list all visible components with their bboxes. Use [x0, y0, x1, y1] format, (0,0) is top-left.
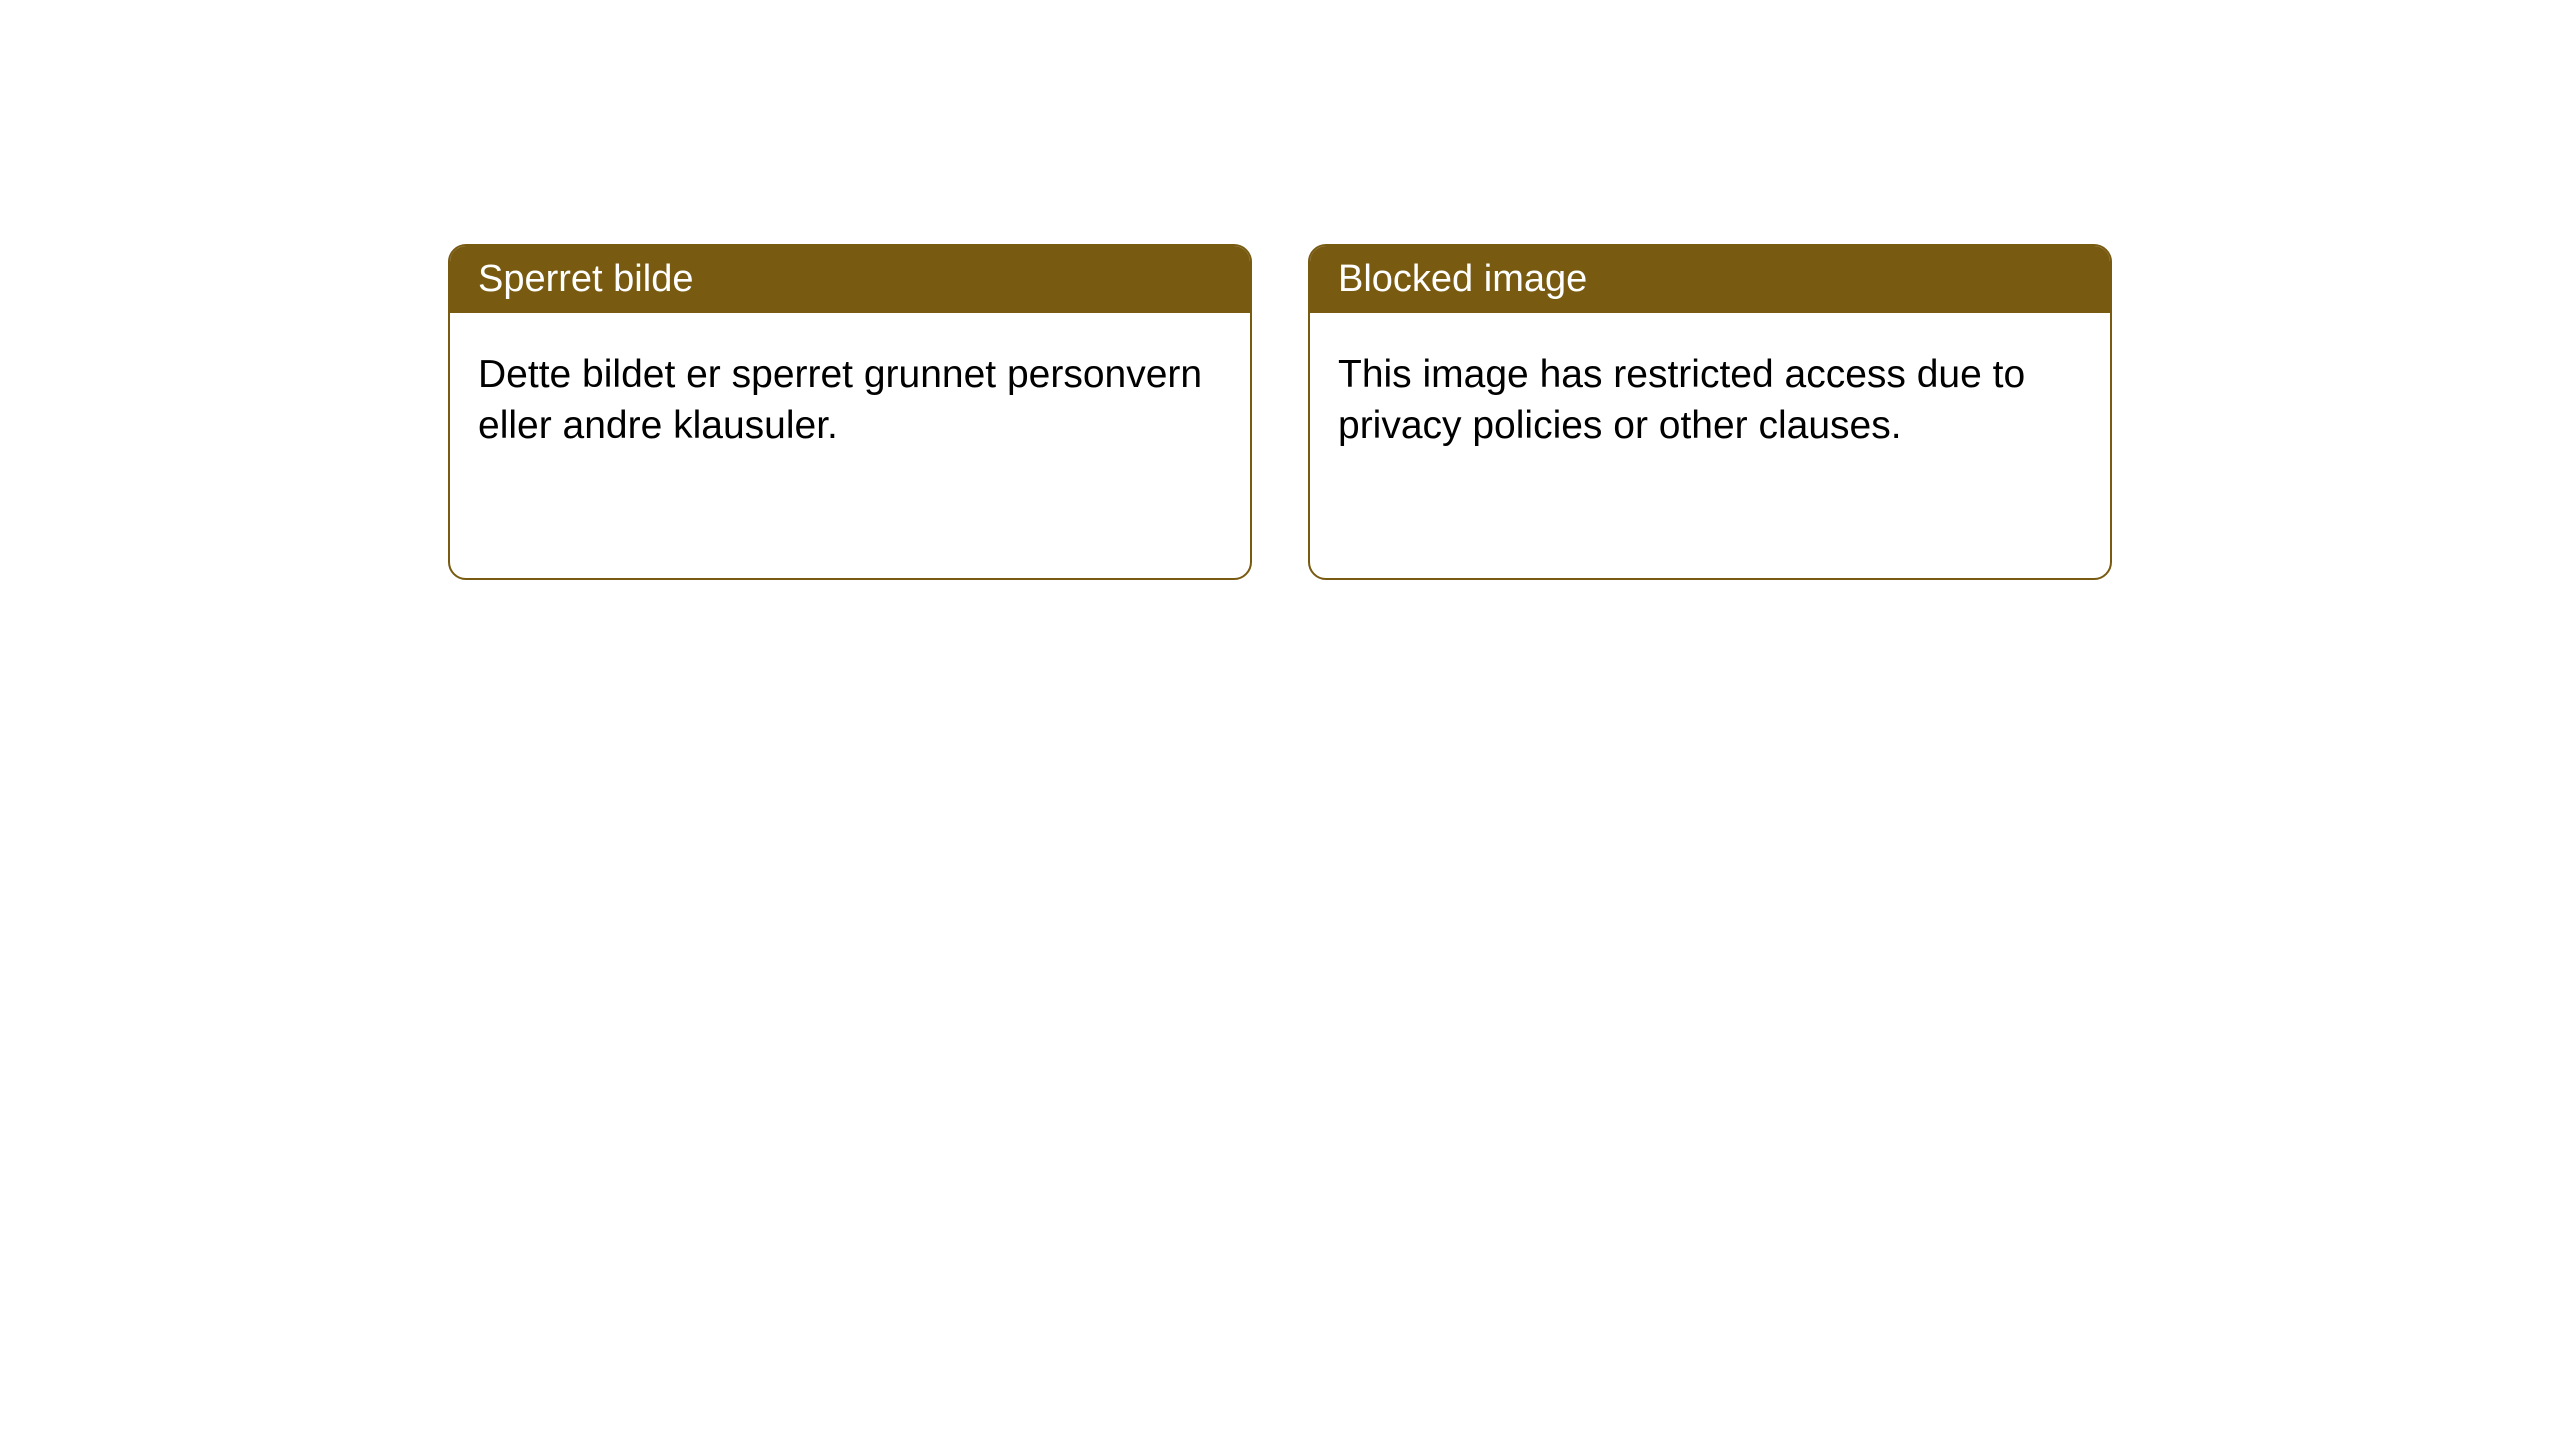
- message-box-english: Blocked image This image has restricted …: [1308, 244, 2112, 580]
- message-container: Sperret bilde Dette bildet er sperret gr…: [448, 244, 2112, 580]
- message-title: Blocked image: [1338, 258, 1587, 300]
- message-box-norwegian: Sperret bilde Dette bildet er sperret gr…: [448, 244, 1252, 580]
- message-header: Blocked image: [1310, 246, 2110, 313]
- message-body: This image has restricted access due to …: [1310, 313, 2110, 488]
- message-body: Dette bildet er sperret grunnet personve…: [450, 313, 1250, 488]
- message-text: Dette bildet er sperret grunnet personve…: [478, 353, 1202, 447]
- message-header: Sperret bilde: [450, 246, 1250, 313]
- message-text: This image has restricted access due to …: [1338, 353, 2025, 447]
- message-title: Sperret bilde: [478, 258, 693, 300]
